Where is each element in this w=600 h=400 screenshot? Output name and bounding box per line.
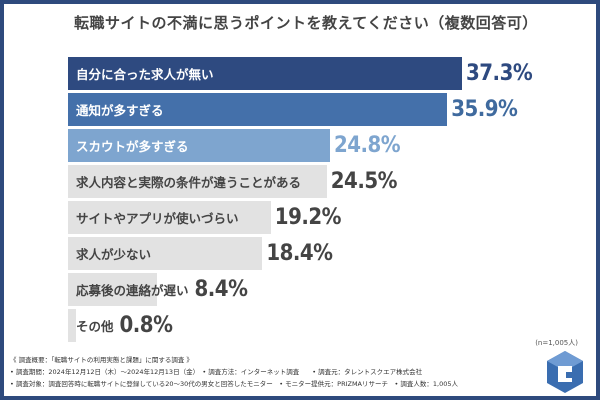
category-label: 自分に合った求人が無い [76, 67, 214, 82]
category-label: スカウトが多すぎる [76, 139, 189, 154]
bar [68, 273, 157, 306]
bar [68, 309, 77, 342]
bar-row: 通知が多すぎる 35.9% [68, 93, 588, 126]
note-line: 《 調査概要：「転職サイトの利用実態と課題」に関する調査 》 [10, 356, 193, 364]
bar [68, 201, 271, 234]
note-line: • 調査期間：2024年12月12日（木）～2024年12月13日（金） • 調… [10, 368, 423, 376]
bar-row: その他 0.8% [68, 309, 588, 342]
bar-row: 求人内容と実際の条件が違うことがある 24.5% [68, 165, 588, 198]
bar-row: スカウトが多すぎる 24.8% [68, 129, 588, 162]
survey-notes: 《 調査概要：「転職サイトの利用実態と課題」に関する調査 》 • 調査期間：20… [10, 354, 458, 390]
bar-row: サイトやアプリが使いづらい 19.2% [68, 201, 588, 234]
sample-size: (n=1,005人) [535, 339, 578, 347]
value-label: 24.8% [333, 133, 401, 158]
value-label: 0.8% [119, 313, 173, 338]
note-line: • 調査対象：調査回答時に転職サイトに登録している20～30代の男女と回答したモ… [10, 380, 459, 388]
value-label: 37.3% [466, 61, 533, 86]
category-label: 応募後の連絡が遅い [76, 283, 189, 298]
bar [68, 129, 330, 162]
bar-row: 求人が少ない 18.4% [68, 237, 588, 270]
bar-row: 応募後の連絡が遅い 8.4% [68, 273, 588, 306]
bar [68, 165, 327, 198]
bar [68, 57, 462, 90]
category-label: その他 [76, 319, 114, 334]
category-label: 求人が少ない [76, 247, 152, 262]
category-label: 求人内容と実際の条件が違うことがある [76, 175, 302, 190]
chart-title: 転職サイトの不満に思うポイントを教えてください（複数回答可） [74, 14, 538, 32]
category-label: サイトやアプリが使いづらい [76, 211, 239, 226]
value-label: 18.4% [266, 241, 333, 266]
value-label: 19.2% [274, 205, 342, 230]
value-label: 35.9% [451, 97, 518, 122]
bar [68, 237, 263, 270]
company-logo [547, 351, 583, 393]
value-label: 24.5% [330, 169, 398, 194]
bar-row: 自分に合った求人が無い 37.3% [68, 57, 588, 90]
value-label: 8.4% [194, 277, 248, 302]
bar [68, 93, 448, 126]
category-label: 通知が多すぎる [76, 103, 164, 118]
